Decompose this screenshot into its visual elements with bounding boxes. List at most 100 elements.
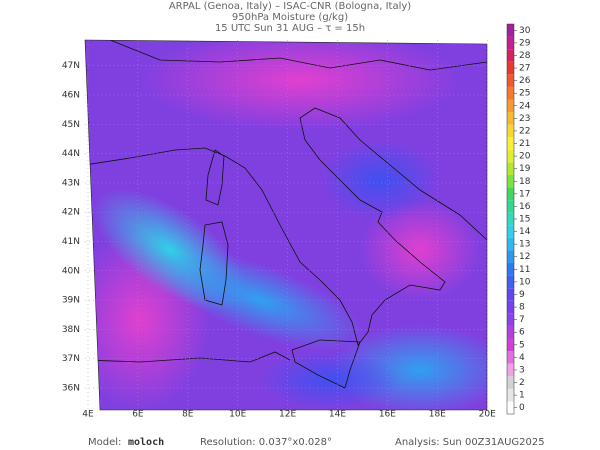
coastlines <box>85 40 487 389</box>
colorbar-label: 22 <box>519 126 530 136</box>
colorbar-swatch <box>507 124 514 138</box>
field-blob <box>140 40 460 130</box>
colorbar-swatch <box>507 149 514 163</box>
colorbar-swatch <box>507 325 514 339</box>
colorbar-label: 11 <box>519 265 530 275</box>
colorbar-swatch <box>507 300 514 314</box>
header-line: 15 UTC Sun 31 AUG – τ = 15h <box>215 23 365 34</box>
field-blob <box>360 200 480 300</box>
colorbar-swatch <box>507 288 514 301</box>
colorbar-swatch <box>507 376 514 389</box>
colorbar-label: 7 <box>519 315 525 325</box>
colorbar-label: 9 <box>519 290 525 300</box>
analysis: Analysis: Sun 00Z31AUG2025 <box>395 437 545 448</box>
model-name: moloch <box>128 437 164 448</box>
colorbar-swatch <box>507 162 514 175</box>
resolution: Resolution: 0.037°x0.028° <box>200 437 332 448</box>
colorbar-label: 18 <box>519 177 531 187</box>
lat-label: 37N <box>62 354 80 364</box>
lat-label: 41N <box>62 237 80 247</box>
lon-label: 10E <box>229 410 246 420</box>
colorbar-swatch <box>507 187 514 201</box>
field-blob <box>260 350 400 410</box>
lat-label: 38N <box>62 325 80 335</box>
colorbar-label: 0 <box>519 403 525 413</box>
lon-label: 20E <box>479 410 496 420</box>
colorbar-swatch <box>507 36 514 50</box>
lat-label: 40N <box>62 266 80 276</box>
colorbar-label: 2 <box>519 378 525 388</box>
colorbar-swatch <box>507 61 514 75</box>
model-label: Model: <box>88 437 121 448</box>
colorbar-label: 3 <box>519 365 525 375</box>
lon-label: 4E <box>82 410 94 420</box>
colorbar: 0123456789101112131415161718192021222324… <box>506 23 531 415</box>
colorbar-label: 4 <box>519 353 525 363</box>
header: ARPAL (Genoa, Italy) – ISAC-CNR (Bologna… <box>169 1 411 34</box>
lat-label: 47N <box>62 61 80 71</box>
lon-label: 18E <box>429 410 446 420</box>
colorbar-label: 27 <box>519 64 530 74</box>
colorbar-label: 21 <box>519 139 530 149</box>
colorbar-label: 13 <box>519 240 530 250</box>
colorbar-swatch <box>507 351 514 364</box>
lat-label: 46N <box>62 91 80 101</box>
colorbar-label: 14 <box>519 227 531 237</box>
colorbar-swatch <box>507 250 514 264</box>
footer: Model: moloch Resolution: 0.037°x0.028° … <box>88 437 545 448</box>
colorbar-label: 19 <box>519 164 531 174</box>
colorbar-label: 5 <box>519 340 525 350</box>
colorbar-swatch <box>507 86 514 100</box>
lon-label: 16E <box>379 410 396 420</box>
colorbar-label: 8 <box>519 303 525 313</box>
colorbar-swatch <box>507 313 514 326</box>
colorbar-swatch <box>507 99 514 113</box>
lat-label: 42N <box>62 208 80 218</box>
colorbar-swatch <box>507 74 514 87</box>
lat-label: 39N <box>62 296 80 306</box>
header-line: ARPAL (Genoa, Italy) – ISAC-CNR (Bologna… <box>169 1 411 12</box>
colorbar-label: 24 <box>519 101 531 111</box>
field-blob <box>320 140 440 220</box>
colorbar-swatch <box>507 137 514 150</box>
lon-label: 8E <box>182 410 194 420</box>
colorbar-swatch <box>507 338 514 352</box>
colorbar-swatch <box>507 237 514 251</box>
colorbar-swatch <box>507 388 514 402</box>
colorbar-label: 15 <box>519 215 530 225</box>
colorbar-label: 6 <box>519 328 525 338</box>
colorbar-swatch <box>507 112 514 125</box>
colorbar-swatch <box>507 212 514 226</box>
colorbar-label: 20 <box>519 152 531 162</box>
colorbar-label: 23 <box>519 114 530 124</box>
lon-label: 12E <box>279 410 296 420</box>
colorbar-label: 30 <box>519 26 531 36</box>
colorbar-label: 29 <box>519 38 531 48</box>
graticule: 36N 37N 38N 39N 40N 41N 42N 43N 44N 45N 46N 47N 4E 6E… <box>62 40 496 420</box>
colorbar-label: 10 <box>519 277 531 287</box>
colorbar-frame <box>506 23 515 415</box>
colorbar-swatch <box>507 363 514 377</box>
field-blob <box>155 250 365 350</box>
header-line: 950hPa Moisture (g/kg) <box>232 12 348 23</box>
map-frame <box>84 39 488 411</box>
colorbar-swatch <box>507 275 514 289</box>
colorbar-label: 1 <box>519 391 525 401</box>
colorbar-label: 26 <box>519 76 531 86</box>
colorbar-label: 12 <box>519 252 530 262</box>
lat-label: 45N <box>62 120 80 130</box>
lon-label: 14E <box>329 410 346 420</box>
colorbar-swatch <box>507 49 514 62</box>
colorbar-swatch <box>507 24 514 37</box>
colorbar-swatch <box>507 174 514 188</box>
lon-label: 6E <box>132 410 144 420</box>
lat-label: 43N <box>62 178 80 188</box>
colorbar-swatch <box>507 263 514 276</box>
colorbar-swatch <box>507 225 514 238</box>
moisture-field <box>85 40 487 410</box>
colorbar-swatch <box>507 401 514 414</box>
colorbar-label: 25 <box>519 89 530 99</box>
colorbar-label: 17 <box>519 189 530 199</box>
colorbar-swatch <box>507 200 514 213</box>
